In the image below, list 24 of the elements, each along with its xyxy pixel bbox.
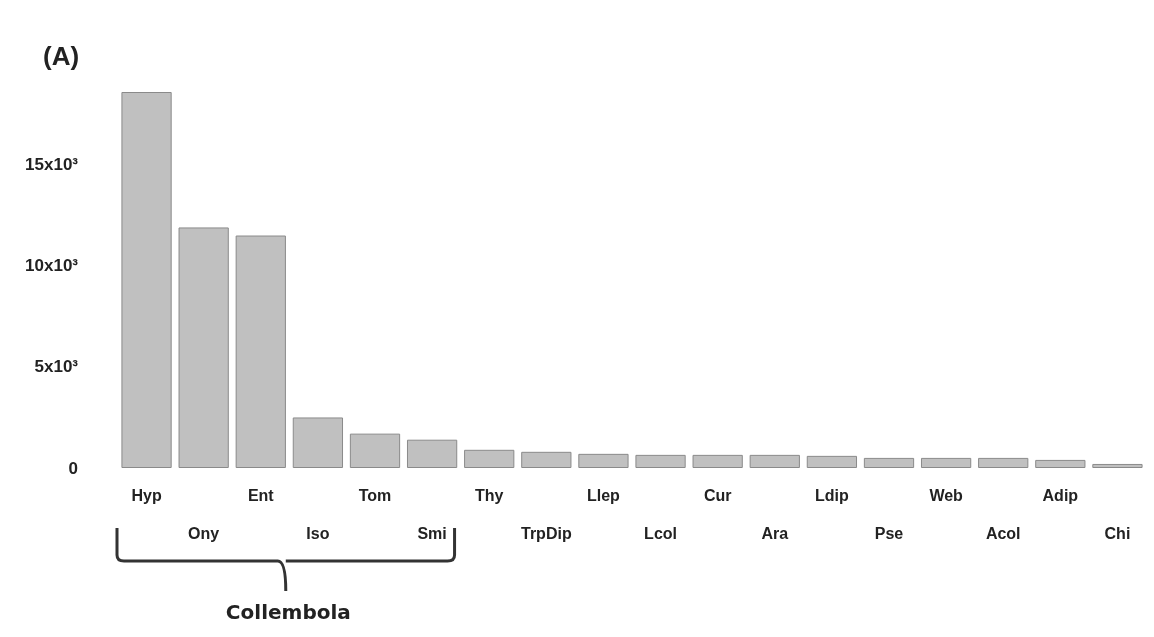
x-tick-label: Cur [703, 486, 732, 504]
y-tick-label: 15x10³ [25, 155, 79, 175]
x-tick-label: Ony [188, 524, 220, 542]
x-tick-label: Tom [358, 486, 392, 504]
x-tick-label: Ara [761, 524, 789, 542]
x-tick-label: Adip [1042, 486, 1079, 504]
x-tick-label: Chi [1104, 524, 1131, 542]
x-tick-label: Pse [874, 524, 904, 542]
x-tick-label: Smi [417, 524, 447, 542]
y-tick-label: 0 [68, 458, 78, 478]
x-tick-label: Ent [247, 486, 275, 504]
x-tick-label: TrpDip [521, 524, 572, 542]
x-tick-label: Thy [475, 486, 504, 504]
y-tick-label: 5x10³ [34, 357, 79, 377]
x-tick-label: Llep [587, 486, 621, 504]
x-tick-label: Iso [306, 524, 330, 542]
text: Collembola [225, 600, 351, 624]
x-tick-label: Acol [985, 524, 1021, 542]
y-tick-label: 10x10³ [25, 256, 79, 276]
x-tick-label: Ldip [815, 486, 849, 504]
x-tick-label: Hyp [131, 486, 162, 504]
x-tick-label: Lcol [644, 524, 677, 542]
chart-title: (A) [43, 41, 80, 71]
x-tick-label: Web [929, 486, 964, 504]
